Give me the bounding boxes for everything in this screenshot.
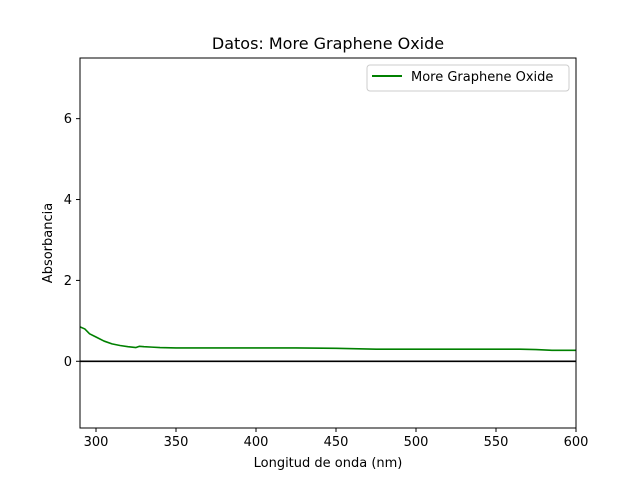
legend-box <box>366 64 570 92</box>
x-tick-label: 500 <box>404 435 429 450</box>
plot-area <box>79 326 576 363</box>
chart-title: Datos: More Graphene Oxide <box>212 34 444 53</box>
legend: More Graphene Oxide <box>366 64 570 92</box>
legend-label: More Graphene Oxide <box>411 70 553 85</box>
y-axis: 0 2 4 6 <box>64 112 80 370</box>
y-tick-label: 6 <box>64 112 72 127</box>
x-axis: 300 350 400 450 500 550 600 <box>84 428 589 450</box>
series-line-0 <box>79 326 576 352</box>
x-tick-label: 600 <box>564 435 589 450</box>
x-tick-label: 400 <box>244 435 269 450</box>
y-tick-label: 4 <box>64 193 72 208</box>
x-tick-label: 450 <box>324 435 349 450</box>
y-tick-label: 0 <box>64 355 72 370</box>
x-axis-label: Longitud de onda (nm) <box>254 456 403 471</box>
plot-frame <box>79 57 577 429</box>
x-tick-label: 350 <box>164 435 189 450</box>
y-axis-label: Absorbancia <box>41 203 56 283</box>
x-tick-label: 550 <box>484 435 509 450</box>
x-tick-label: 300 <box>84 435 109 450</box>
y-tick-label: 2 <box>64 274 72 289</box>
